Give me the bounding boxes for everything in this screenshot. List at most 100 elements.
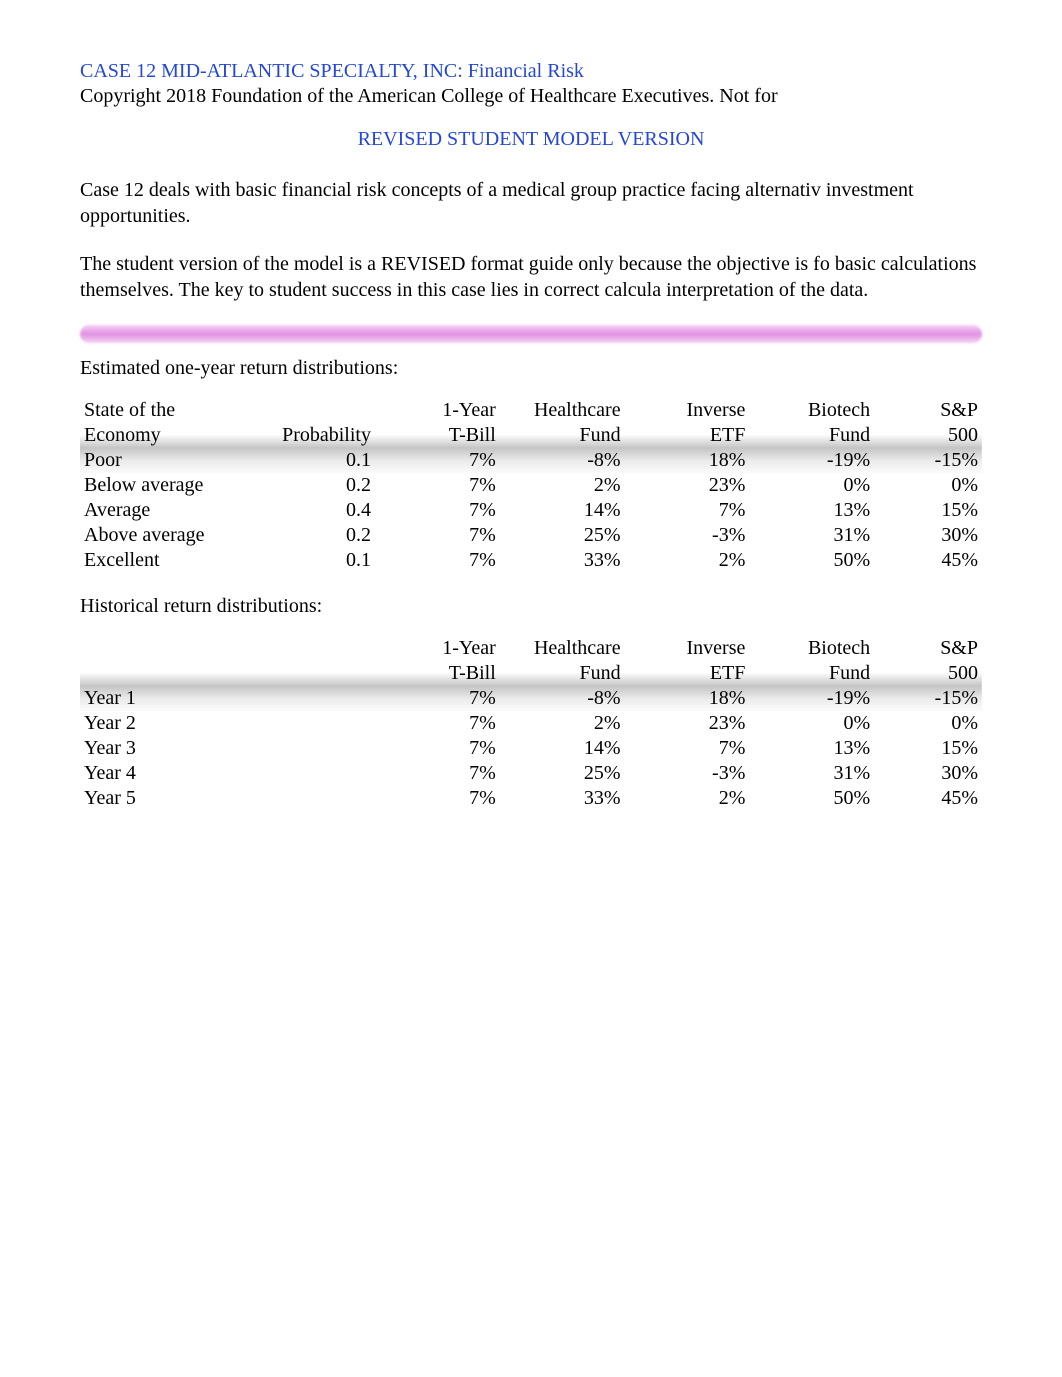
cell-value: 13% [749, 736, 874, 761]
cell-value: -8% [500, 448, 625, 473]
hdr-prob: Probability [262, 423, 375, 448]
cell-blank [262, 686, 375, 711]
cell-value: 18% [625, 448, 750, 473]
cell-value: 50% [749, 786, 874, 811]
cell-prob: 0.2 [262, 523, 375, 548]
hdr-c2-top: Healthcare [500, 398, 625, 423]
cell-year: Year 4 [80, 761, 262, 786]
hdr-c2-top: Healthcare [500, 636, 625, 661]
cell-state: Average [80, 498, 262, 523]
cell-blank [262, 761, 375, 786]
cell-value: 33% [500, 548, 625, 573]
hdr-blank [262, 636, 375, 661]
cell-value: 23% [625, 711, 750, 736]
cell-value: 7% [625, 736, 750, 761]
hdr-c1-bot: T-Bill [375, 423, 500, 448]
cell-value: 2% [625, 786, 750, 811]
cell-value: 7% [375, 473, 500, 498]
cell-value: 18% [625, 686, 750, 711]
cell-value: 7% [625, 498, 750, 523]
cell-value: 2% [500, 473, 625, 498]
cell-value: 14% [500, 736, 625, 761]
hdr-c3-top: Inverse [625, 398, 750, 423]
cell-value: 0% [874, 711, 982, 736]
cell-value: 30% [874, 523, 982, 548]
hdr-blank [262, 661, 375, 686]
hdr-prob-top [262, 398, 375, 423]
table-header-row: State of the 1-Year Healthcare Inverse B… [80, 398, 982, 423]
cell-year: Year 2 [80, 711, 262, 736]
hdr-c3-bot: ETF [625, 423, 750, 448]
hdr-c3-top: Inverse [625, 636, 750, 661]
cell-value: -19% [749, 686, 874, 711]
cell-value: 14% [500, 498, 625, 523]
table-row: Year 1 7% -8% 18% -19% -15% [80, 686, 982, 711]
cell-value: -8% [500, 686, 625, 711]
paragraph-1: Case 12 deals with basic financial risk … [80, 177, 982, 229]
cell-value: 25% [500, 761, 625, 786]
cell-value: 31% [749, 523, 874, 548]
cell-value: 7% [375, 736, 500, 761]
cell-value: 2% [500, 711, 625, 736]
cell-state: Poor [80, 448, 262, 473]
cell-value: 0% [749, 473, 874, 498]
hdr-c1-top: 1-Year [375, 398, 500, 423]
cell-value: 25% [500, 523, 625, 548]
cell-value: -15% [874, 686, 982, 711]
cell-value: 7% [375, 711, 500, 736]
cell-year: Year 5 [80, 786, 262, 811]
hdr-c4-top: Biotech [749, 398, 874, 423]
cell-prob: 0.1 [262, 548, 375, 573]
highlight-divider [80, 325, 982, 343]
estimated-returns-table: State of the 1-Year Healthcare Inverse B… [80, 398, 982, 573]
cell-value: 7% [375, 548, 500, 573]
hdr-c4-bot: Fund [749, 661, 874, 686]
cell-value: 7% [375, 686, 500, 711]
table-row: Year 3 7% 14% 7% 13% 15% [80, 736, 982, 761]
hdr-c4-bot: Fund [749, 423, 874, 448]
cell-value: 33% [500, 786, 625, 811]
copyright-line: Copyright 2018 Foundation of the America… [80, 85, 982, 108]
hdr-c5-top: S&P [874, 398, 982, 423]
cell-blank [262, 786, 375, 811]
hdr-c3-bot: ETF [625, 661, 750, 686]
cell-value: 7% [375, 523, 500, 548]
cell-value: 15% [874, 736, 982, 761]
table-header-row: Economy Probability T-Bill Fund ETF Fund… [80, 423, 982, 448]
table-header-row: T-Bill Fund ETF Fund 500 [80, 661, 982, 686]
table-row: Above average 0.2 7% 25% -3% 31% 30% [80, 523, 982, 548]
cell-value: 7% [375, 448, 500, 473]
hdr-c5-bot: 500 [874, 423, 982, 448]
cell-value: 7% [375, 761, 500, 786]
cell-value: -15% [874, 448, 982, 473]
hdr-state-top: State of the [80, 398, 262, 423]
cell-prob: 0.4 [262, 498, 375, 523]
table-row: Below average 0.2 7% 2% 23% 0% 0% [80, 473, 982, 498]
cell-year: Year 3 [80, 736, 262, 761]
cell-blank [262, 736, 375, 761]
hdr-c5-top: S&P [874, 636, 982, 661]
cell-prob: 0.1 [262, 448, 375, 473]
cell-value: 23% [625, 473, 750, 498]
cell-state: Excellent [80, 548, 262, 573]
hdr-c2-bot: Fund [500, 661, 625, 686]
cell-value: 45% [874, 548, 982, 573]
cell-state: Above average [80, 523, 262, 548]
table-row: Year 4 7% 25% -3% 31% 30% [80, 761, 982, 786]
table-row: Excellent 0.1 7% 33% 2% 50% 45% [80, 548, 982, 573]
cell-value: 13% [749, 498, 874, 523]
hdr-c5-bot: 500 [874, 661, 982, 686]
cell-value: -19% [749, 448, 874, 473]
cell-value: 7% [375, 498, 500, 523]
table2-label: Historical return distributions: [80, 595, 982, 618]
hdr-c4-top: Biotech [749, 636, 874, 661]
table-row: Year 5 7% 33% 2% 50% 45% [80, 786, 982, 811]
cell-state: Below average [80, 473, 262, 498]
table-row: Average 0.4 7% 14% 7% 13% 15% [80, 498, 982, 523]
hdr-blank [80, 661, 262, 686]
hdr-c1-bot: T-Bill [375, 661, 500, 686]
cell-value: 0% [749, 711, 874, 736]
case-title: CASE 12 MID-ATLANTIC SPECIALTY, INC: Fin… [80, 60, 982, 83]
hdr-blank [80, 636, 262, 661]
table-header-row: 1-Year Healthcare Inverse Biotech S&P [80, 636, 982, 661]
